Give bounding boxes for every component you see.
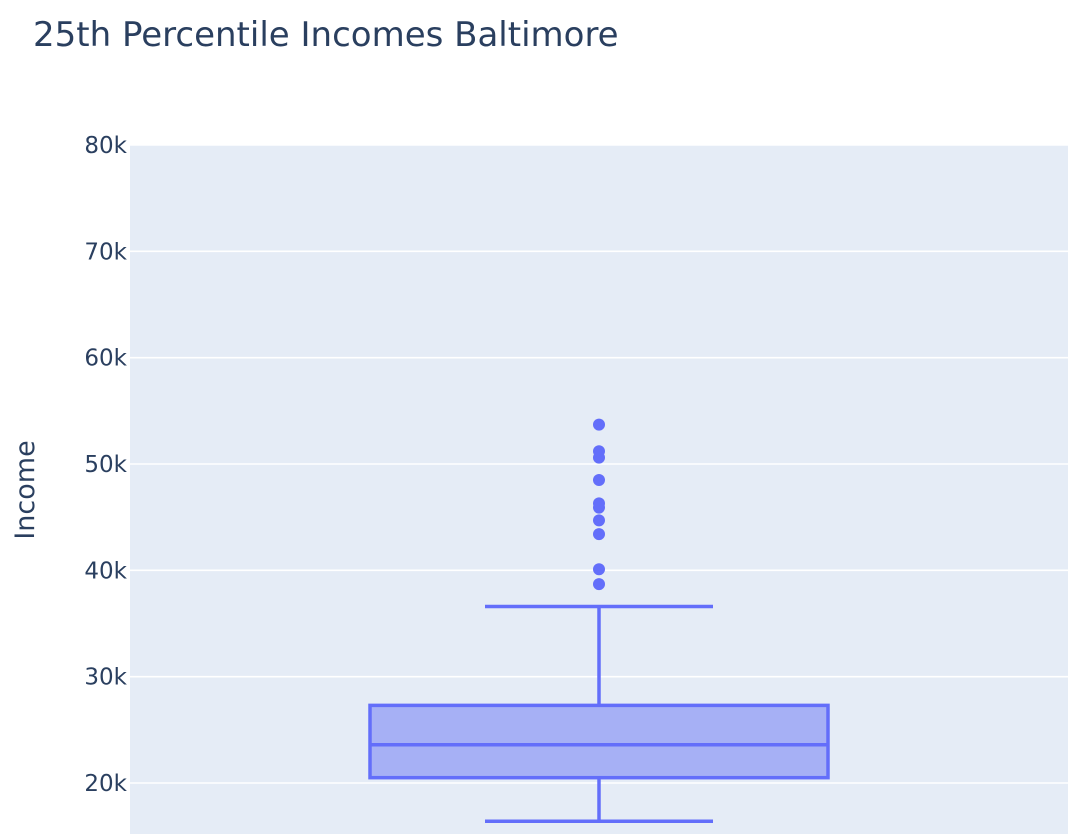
y-axis-ticks: 20k 30k 40k 50k 60k 70k 80k	[84, 133, 127, 797]
y-tick-label-60k: 60k	[84, 346, 127, 372]
outlier-point-2	[593, 563, 605, 576]
y-tick-label-80k: 80k	[84, 133, 127, 159]
outlier-point-4	[593, 514, 605, 527]
y-tick-label-20k: 20k	[84, 771, 127, 797]
outlier-point-10	[593, 418, 605, 431]
outlier-point-1	[593, 578, 605, 591]
outlier-point-9	[593, 445, 605, 458]
chart-title: 25th Percentile Incomes Baltimore	[33, 15, 619, 55]
y-tick-label-40k: 40k	[84, 558, 127, 584]
outlier-point-6	[593, 497, 605, 510]
outlier-point-3	[593, 528, 605, 541]
box-series	[368, 418, 830, 824]
y-axis-title: Income	[10, 440, 41, 539]
y-tick-label-50k: 50k	[84, 452, 127, 478]
outlier-point-7	[593, 473, 605, 486]
y-tick-label-30k: 30k	[84, 665, 127, 691]
interquartile-box	[368, 703, 830, 780]
y-tick-label-70k: 70k	[84, 239, 127, 265]
